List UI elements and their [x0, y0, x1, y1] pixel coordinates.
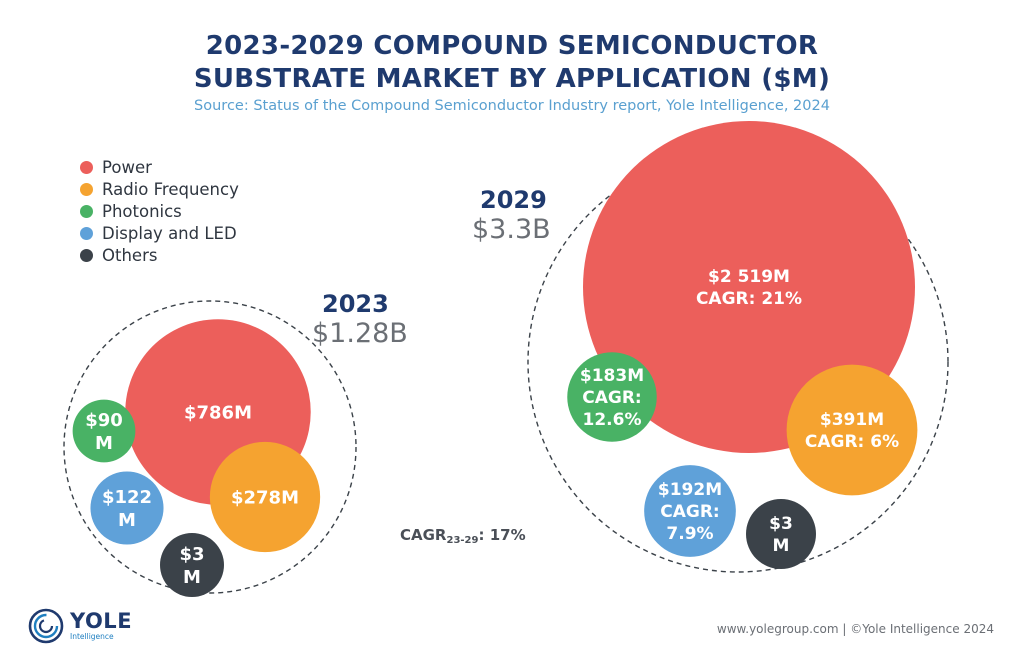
- bubble-label-2029-radio-frequency: CAGR: 6%: [805, 432, 899, 452]
- bubble-2023-others: [160, 533, 224, 597]
- title-line-2: SUBSTRATE MARKET BY APPLICATION ($M): [193, 64, 831, 94]
- bubble-2029-photonics: [567, 352, 657, 442]
- overall-cagr: CAGR23-29: 17%: [400, 526, 526, 546]
- bubble-label-2023-power: $786M: [184, 402, 252, 423]
- legend-dot-radio-frequency: [80, 182, 93, 196]
- legend-dot-power: [80, 160, 93, 174]
- legend-label-others: Others: [102, 245, 158, 265]
- yole-logo: YOLE Intelligence: [28, 608, 132, 644]
- year-2029-total: $3.3B: [472, 214, 551, 245]
- bubble-label-2029-display-led: $192M: [658, 480, 722, 500]
- bubble-label-2023-photonics: M: [95, 433, 113, 454]
- legend-label-photonics: Photonics: [102, 201, 182, 221]
- bubble-label-2023-radio-frequency: $278M: [231, 487, 299, 508]
- legend-dot-photonics: [80, 204, 93, 218]
- bubble-label-2029-photonics: CAGR:: [582, 388, 641, 408]
- outer-ring-2023: [63, 300, 357, 594]
- bubble-label-2029-power: $2 519M: [708, 267, 790, 287]
- legend-item-power: Power: [80, 156, 239, 178]
- legend-item-photonics: Photonics: [80, 200, 239, 222]
- legend-item-display-led: Display and LED: [80, 222, 239, 244]
- bubble-2023-display-led: [90, 471, 164, 545]
- bubble-2023-radio-frequency: [209, 441, 321, 553]
- bubble-label-2029-photonics: $183M: [580, 366, 644, 386]
- bubble-2029-others: [746, 499, 816, 569]
- chart-title: 2023-2029 COMPOUND SEMICONDUCTOR SUBSTRA…: [0, 30, 1024, 96]
- bubble-2023-photonics: [72, 399, 136, 463]
- bubble-label-2029-others: M: [773, 536, 790, 556]
- legend-dot-display-led: [80, 226, 93, 240]
- bubble-label-2023-others: M: [183, 567, 201, 588]
- cagr-prefix: CAGR: [400, 526, 447, 544]
- legend-item-others: Others: [80, 244, 239, 266]
- year-2023-total: $1.28B: [312, 318, 408, 349]
- cagr-value: : 17%: [478, 526, 526, 544]
- bubble-label-2023-display-led: $122: [102, 487, 152, 508]
- footer-credit: www.yolegroup.com | ©Yole Intelligence 2…: [716, 622, 994, 636]
- bubble-label-2023-display-led: M: [118, 510, 136, 531]
- bubble-2029-radio-frequency: [786, 364, 918, 496]
- chart-subtitle: Source: Status of the Compound Semicondu…: [194, 98, 830, 114]
- legend-dot-others: [80, 248, 93, 262]
- bubble-label-2029-display-led: CAGR:: [660, 502, 719, 522]
- legend: Power Radio Frequency Photonics Display …: [80, 156, 239, 266]
- bubble-label-2023-others: $3: [179, 544, 204, 565]
- yole-logo-icon: [28, 608, 64, 644]
- outer-ring-2029: [527, 151, 949, 573]
- bubble-label-2029-power: CAGR: 21%: [696, 289, 802, 309]
- bubble-label-2029-radio-frequency: $391M: [820, 410, 884, 430]
- legend-label-power: Power: [102, 157, 152, 177]
- logo-name: YOLE: [70, 609, 133, 633]
- cagr-subscript: 23-29: [446, 535, 479, 546]
- year-2023-label: 2023: [322, 290, 389, 318]
- title-line-1: 2023-2029 COMPOUND SEMICONDUCTOR: [205, 31, 819, 61]
- legend-label-radio-frequency: Radio Frequency: [102, 179, 239, 199]
- bubble-2029-display-led: [644, 465, 736, 557]
- bubble-label-2029-photonics: 12.6%: [583, 410, 642, 430]
- legend-item-radio-frequency: Radio Frequency: [80, 178, 239, 200]
- bubble-label-2029-others: $3: [769, 514, 793, 534]
- year-2029-label: 2029: [480, 186, 547, 214]
- logo-sub: Intelligence: [70, 632, 114, 641]
- bubble-label-2029-display-led: 7.9%: [666, 524, 713, 544]
- bubble-label-2023-photonics: $90: [85, 410, 123, 431]
- legend-label-display-led: Display and LED: [102, 223, 237, 243]
